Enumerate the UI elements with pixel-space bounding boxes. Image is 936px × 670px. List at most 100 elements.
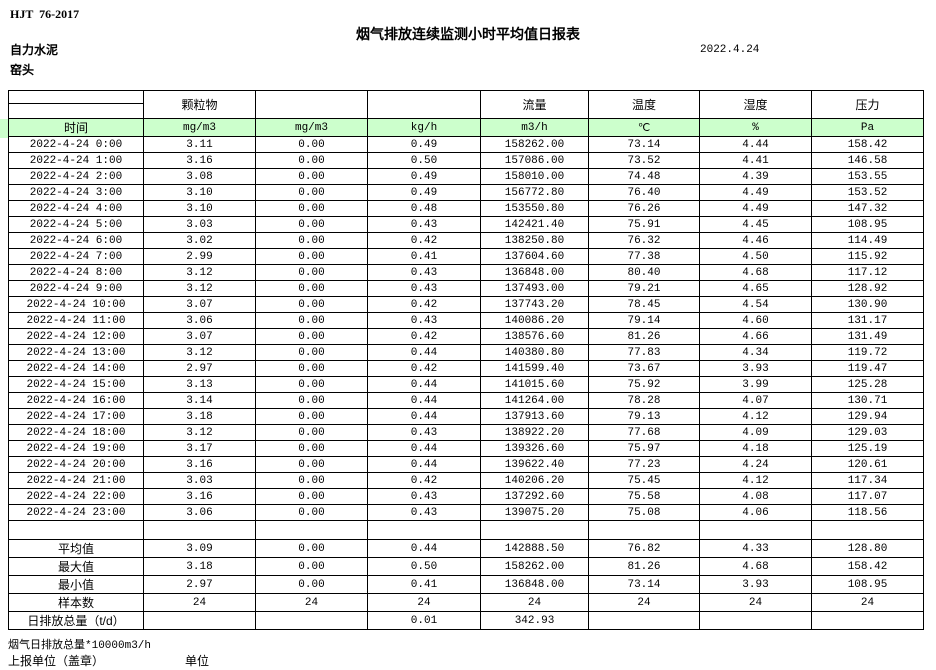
footer-note: 烟气日排放总量*10000m3/h	[8, 640, 152, 652]
cell-value: 3.11	[143, 136, 256, 153]
cell-value: 117.34	[811, 472, 924, 489]
cell-value: 24	[255, 593, 368, 612]
cell-value: 3.06	[143, 312, 256, 329]
unit-header-cell: m3/h	[480, 118, 589, 137]
cell-value: 0.44	[367, 376, 481, 393]
cell-value: 158262.00	[480, 557, 589, 576]
cell-value: 146.58	[811, 152, 924, 169]
table-row: 2022-4-24 14:00 2.97 0.00 0.42 141599.40 73.6…	[8, 360, 924, 377]
cell-time: 2022-4-24 17:00	[8, 408, 144, 425]
cell-value: 75.97	[588, 440, 700, 457]
table-row: 2022-4-24 17:00 3.18 0.00 0.44 137913.60 79.1…	[8, 408, 924, 425]
cell-time: 2022-4-24 20:00	[8, 456, 144, 473]
cell-value: 24	[811, 593, 924, 612]
cell-value: 24	[699, 593, 812, 612]
cell-value: 3.10	[143, 184, 256, 201]
cell-value: 0.43	[367, 504, 481, 521]
cell-value: 0.00	[255, 216, 368, 233]
cell-value: 0.00	[255, 408, 368, 425]
cell-value: 158.42	[811, 136, 924, 153]
cell-value: 4.06	[699, 504, 812, 521]
cell-value: 3.93	[699, 360, 812, 377]
summary-row: 平均值 3.09 0.00 0.44 142888.50 76.82 4.33 128.80	[8, 539, 924, 558]
cell-time: 日排放总量（t/d）	[8, 611, 144, 630]
table-row: 2022-4-24 12:00 3.07 0.00 0.42 138576.60 81.2…	[8, 328, 924, 345]
cell-value: 3.17	[143, 440, 256, 457]
cell-time: 2022-4-24 8:00	[8, 264, 144, 281]
cell-time: 2022-4-24 3:00	[8, 184, 144, 201]
param-header-temperature: 温度	[588, 90, 700, 119]
cell-value: 0.49	[367, 136, 481, 153]
param-header-cell-empty	[8, 103, 144, 119]
cell-value: 2.97	[143, 360, 256, 377]
cell-value: 0.41	[367, 248, 481, 265]
cell-value: 0.00	[255, 248, 368, 265]
cell-value: 131.49	[811, 328, 924, 345]
cell-value: 0.00	[255, 184, 368, 201]
cell-value: 76.40	[588, 184, 700, 201]
cell-value: 117.07	[811, 488, 924, 505]
cell-value: 75.45	[588, 472, 700, 489]
cell-value: 0.43	[367, 488, 481, 505]
cell-value: 3.09	[143, 539, 256, 558]
cell-value: 118.56	[811, 504, 924, 521]
footer-unit-label: 单位	[185, 654, 210, 668]
cell-value: 79.13	[588, 408, 700, 425]
cell-value: 156772.80	[480, 184, 589, 201]
cell-value: 2.97	[143, 575, 256, 594]
table-row: 2022-4-24 16:00 3.14 0.00 0.44 141264.00 78.2…	[8, 392, 924, 409]
cell-value: 4.66	[699, 328, 812, 345]
cell-value: 0.00	[255, 392, 368, 409]
cell-value: 130.71	[811, 392, 924, 409]
cell-time: 2022-4-24 9:00	[8, 280, 144, 297]
cell-value: 0.00	[255, 168, 368, 185]
data-rows: 2022-4-24 0:00 3.11 0.00 0.49 158262.00 73.14…	[8, 136, 924, 630]
cell-value: 0.00	[255, 504, 368, 521]
cell-time: 2022-4-24 23:00	[8, 504, 144, 521]
cell-value: 0.00	[255, 557, 368, 576]
cell-value: 125.28	[811, 376, 924, 393]
cell-time: 2022-4-24 6:00	[8, 232, 144, 249]
cell-value: 4.68	[699, 264, 812, 281]
cell-value: 4.24	[699, 456, 812, 473]
cell-time: 最大值	[8, 557, 144, 576]
cell-value: 3.18	[143, 557, 256, 576]
cell-value: 128.92	[811, 280, 924, 297]
blank-row	[8, 520, 924, 540]
cell-value: 153550.80	[480, 200, 589, 217]
cell-value: 2.99	[143, 248, 256, 265]
cell-value: 140380.80	[480, 344, 589, 361]
cell-value: 77.68	[588, 424, 700, 441]
cell-value: 115.92	[811, 248, 924, 265]
cell-time: 2022-4-24 15:00	[8, 376, 144, 393]
cell-value: 0.00	[255, 232, 368, 249]
cell-value	[367, 520, 481, 540]
table-row: 2022-4-24 15:00 3.13 0.00 0.44 141015.60 75.9…	[8, 376, 924, 393]
table-row: 2022-4-24 6:00 3.02 0.00 0.42 138250.80 76.32…	[8, 232, 924, 249]
cell-value: 158.42	[811, 557, 924, 576]
cell-value: 4.45	[699, 216, 812, 233]
cell-time: 平均值	[8, 539, 144, 558]
cell-value: 136848.00	[480, 264, 589, 281]
cell-time: 2022-4-24 19:00	[8, 440, 144, 457]
unit-header-time: 时间	[8, 118, 144, 137]
cell-value: 73.14	[588, 136, 700, 153]
cell-value: 81.26	[588, 557, 700, 576]
cell-value: 4.34	[699, 344, 812, 361]
table-row: 2022-4-24 9:00 3.12 0.00 0.43 137493.00 79.21…	[8, 280, 924, 297]
cell-value: 4.49	[699, 200, 812, 217]
cell-value: 137604.60	[480, 248, 589, 265]
cell-value: 4.54	[699, 296, 812, 313]
cell-value: 0.00	[255, 472, 368, 489]
cell-value: 24	[480, 593, 589, 612]
unit-header-cell: Pa	[811, 118, 924, 137]
cell-value: 75.58	[588, 488, 700, 505]
cell-value: 342.93	[480, 611, 589, 630]
table-row: 2022-4-24 20:00 3.16 0.00 0.44 139622.40 77.2…	[8, 456, 924, 473]
summary-row: 最小值 2.97 0.00 0.41 136848.00 73.14 3.93 108.95	[8, 575, 924, 594]
cell-value: 138576.60	[480, 328, 589, 345]
cell-value	[699, 611, 812, 630]
cell-value: 3.06	[143, 504, 256, 521]
cell-time: 2022-4-24 10:00	[8, 296, 144, 313]
cell-value: 77.38	[588, 248, 700, 265]
